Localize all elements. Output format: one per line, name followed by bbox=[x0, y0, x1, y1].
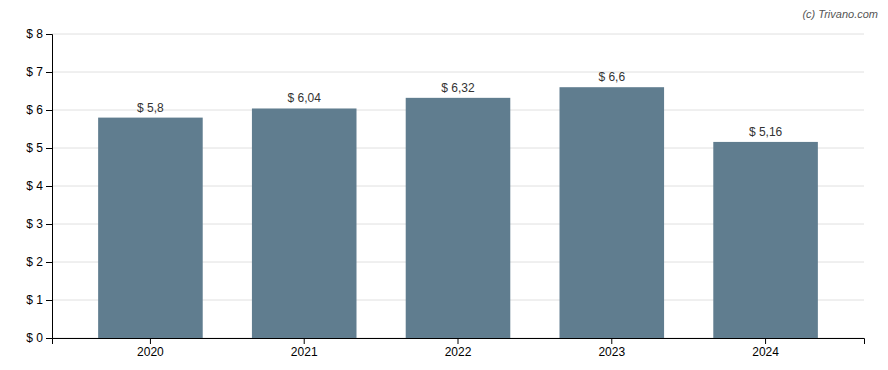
y-tick-label: $ 7 bbox=[26, 65, 43, 79]
bar bbox=[713, 142, 818, 338]
x-tick-mark bbox=[150, 338, 151, 344]
y-tick-label: $ 5 bbox=[26, 141, 43, 155]
y-tick: $ 0 bbox=[26, 331, 52, 345]
bar bbox=[252, 108, 357, 338]
y-tick-mark bbox=[46, 110, 52, 111]
grid-line bbox=[52, 72, 864, 73]
y-axis-line bbox=[46, 35, 53, 339]
y-tick-mark bbox=[46, 186, 52, 187]
y-tick-mark bbox=[46, 262, 52, 263]
bar bbox=[98, 118, 203, 338]
x-tick-mark bbox=[458, 338, 459, 344]
y-tick-label: $ 8 bbox=[26, 27, 43, 41]
x-tick-mark bbox=[304, 338, 305, 344]
watermark: (c) Trivano.com bbox=[802, 8, 878, 20]
bar bbox=[560, 87, 665, 338]
x-tick: 2023 bbox=[598, 338, 625, 359]
x-tick: 2024 bbox=[752, 338, 779, 359]
x-tick-label: 2021 bbox=[291, 345, 318, 359]
bar bbox=[406, 98, 511, 338]
y-tick-mark bbox=[46, 72, 52, 73]
y-axis: $ 0 $ 1 $ 2 $ 3 $ 4 $ 5 $ 6 $ 7 $ 8 bbox=[26, 27, 52, 345]
x-tick: 2021 bbox=[291, 338, 318, 359]
y-tick: $ 8 bbox=[26, 27, 52, 41]
data-label: $ 6,32 bbox=[441, 81, 475, 95]
x-axis: 2020 2021 2022 2023 2024 bbox=[53, 338, 865, 359]
bars bbox=[98, 87, 818, 338]
y-tick-mark bbox=[46, 148, 52, 149]
plot: $ 0$ 1$ 2$ 3$ 4$ 5$ 6$ 7$ 82020202120222… bbox=[26, 27, 864, 358]
data-labels: $ 5,8 $ 6,04 $ 6,32 $ 6,6 $ 5,16 bbox=[137, 70, 783, 139]
y-tick-mark bbox=[46, 34, 52, 35]
y-tick-mark bbox=[46, 224, 52, 225]
y-tick: $ 6 bbox=[26, 103, 52, 117]
data-label: $ 6,6 bbox=[598, 70, 625, 84]
y-tick: $ 7 bbox=[26, 65, 52, 79]
x-tick-label: 2024 bbox=[752, 345, 779, 359]
y-tick-mark bbox=[46, 338, 52, 339]
y-tick-label: $ 3 bbox=[26, 217, 43, 231]
x-tick-mark bbox=[611, 338, 612, 344]
x-tick-label: 2020 bbox=[137, 345, 164, 359]
data-label: $ 5,8 bbox=[137, 101, 164, 115]
annotations: (c) Trivano.com bbox=[802, 8, 878, 20]
y-tick: $ 5 bbox=[26, 141, 52, 155]
y-tick: $ 3 bbox=[26, 217, 52, 231]
y-tick: $ 1 bbox=[26, 293, 52, 307]
x-tick-mark bbox=[765, 338, 766, 344]
data-label: $ 5,16 bbox=[749, 125, 783, 139]
x-tick: 2022 bbox=[445, 338, 472, 359]
grid-line bbox=[52, 34, 864, 35]
grid bbox=[52, 34, 864, 338]
x-axis-line bbox=[53, 339, 865, 345]
y-tick: $ 4 bbox=[26, 179, 52, 193]
data-label: $ 6,04 bbox=[288, 91, 322, 105]
x-tick-label: 2022 bbox=[445, 345, 472, 359]
y-tick: $ 2 bbox=[26, 255, 52, 269]
y-tick-label: $ 6 bbox=[26, 103, 43, 117]
x-tick: 2020 bbox=[137, 338, 164, 359]
chart: $ 0$ 1$ 2$ 3$ 4$ 5$ 6$ 7$ 82020202120222… bbox=[0, 0, 888, 370]
y-tick-label: $ 0 bbox=[26, 331, 43, 345]
y-tick-label: $ 2 bbox=[26, 255, 43, 269]
y-tick-label: $ 4 bbox=[26, 179, 43, 193]
y-tick-mark bbox=[46, 300, 52, 301]
y-tick-label: $ 1 bbox=[26, 293, 43, 307]
x-tick-label: 2023 bbox=[598, 345, 625, 359]
